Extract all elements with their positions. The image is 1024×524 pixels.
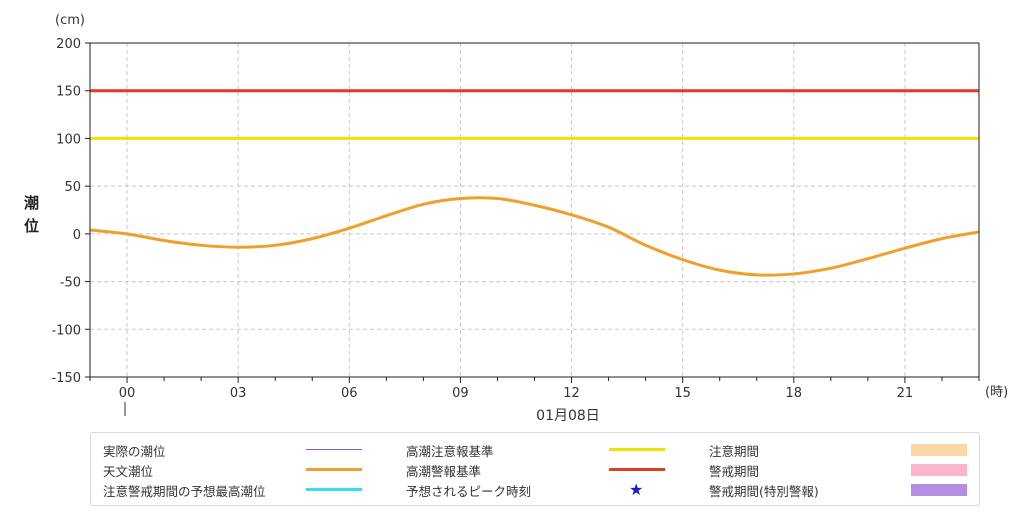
legend-label: 高潮警報基準 [406, 463, 482, 479]
x-tick-label: 06 [341, 386, 358, 401]
legend-box-swatch [911, 464, 967, 476]
series-line-0 [89, 196, 980, 277]
legend-label: 実際の潮位 [103, 443, 166, 459]
legend-label: 予想されるピーク時刻 [406, 483, 532, 499]
legend-label: 注意期間 [709, 443, 760, 459]
x-unit-label: (時) [985, 385, 1008, 400]
legend-label: 注意警戒期間の予想最高潮位 [103, 483, 266, 499]
legend-line-swatch [306, 449, 362, 450]
y-tick-label: 100 [56, 132, 81, 147]
y-axis-label-2: 位 [24, 217, 39, 235]
legend-box-swatch [911, 444, 967, 456]
y-tick-label: -150 [51, 371, 81, 386]
y-tick-label: 0 [73, 228, 81, 243]
plot-frame [89, 42, 980, 378]
date-label: 01月08日 [536, 408, 600, 424]
legend-line-swatch [306, 468, 362, 471]
chart-series [89, 89, 980, 277]
y-tick-label: -50 [60, 276, 81, 291]
axis-ticks: -150 -100 -50 0 50 100 150 200 00 03 06 09 12 15 18 21 [51, 37, 980, 401]
legend-label: 警戒期間(特別警報) [709, 483, 819, 499]
y-unit-label: (cm) [55, 13, 85, 28]
star-icon: ★ [629, 480, 644, 499]
x-tick-label: 21 [897, 386, 914, 401]
y-tick-label: 50 [64, 180, 81, 195]
legend-label: 警戒期間 [709, 463, 760, 479]
y-tick-label: 200 [56, 37, 81, 52]
legend-label: 天文潮位 [103, 463, 154, 479]
x-tick-label: 03 [230, 386, 247, 401]
legend-line-swatch [609, 468, 665, 471]
y-tick-label: -100 [51, 323, 81, 338]
x-tick-label: 12 [563, 386, 580, 401]
grid-lines [90, 42, 979, 378]
legend-line-swatch [609, 448, 665, 451]
legend-line-swatch [306, 488, 362, 491]
x-tick-label: 09 [452, 386, 469, 401]
x-tick-label: 15 [674, 386, 691, 401]
legend-box-swatch [911, 484, 967, 496]
y-axis-label-1: 潮 [24, 194, 39, 212]
legend-label: 高潮注意報基準 [406, 443, 494, 459]
x-tick-label: 18 [786, 386, 803, 401]
legend: 実際の潮位 高潮注意報基準 注意期間天文潮位 高潮警報基準 警戒期間注意警戒期間の予想最… [90, 432, 980, 506]
x-tick-label: 00 [119, 386, 136, 401]
y-tick-label: 150 [56, 85, 81, 100]
